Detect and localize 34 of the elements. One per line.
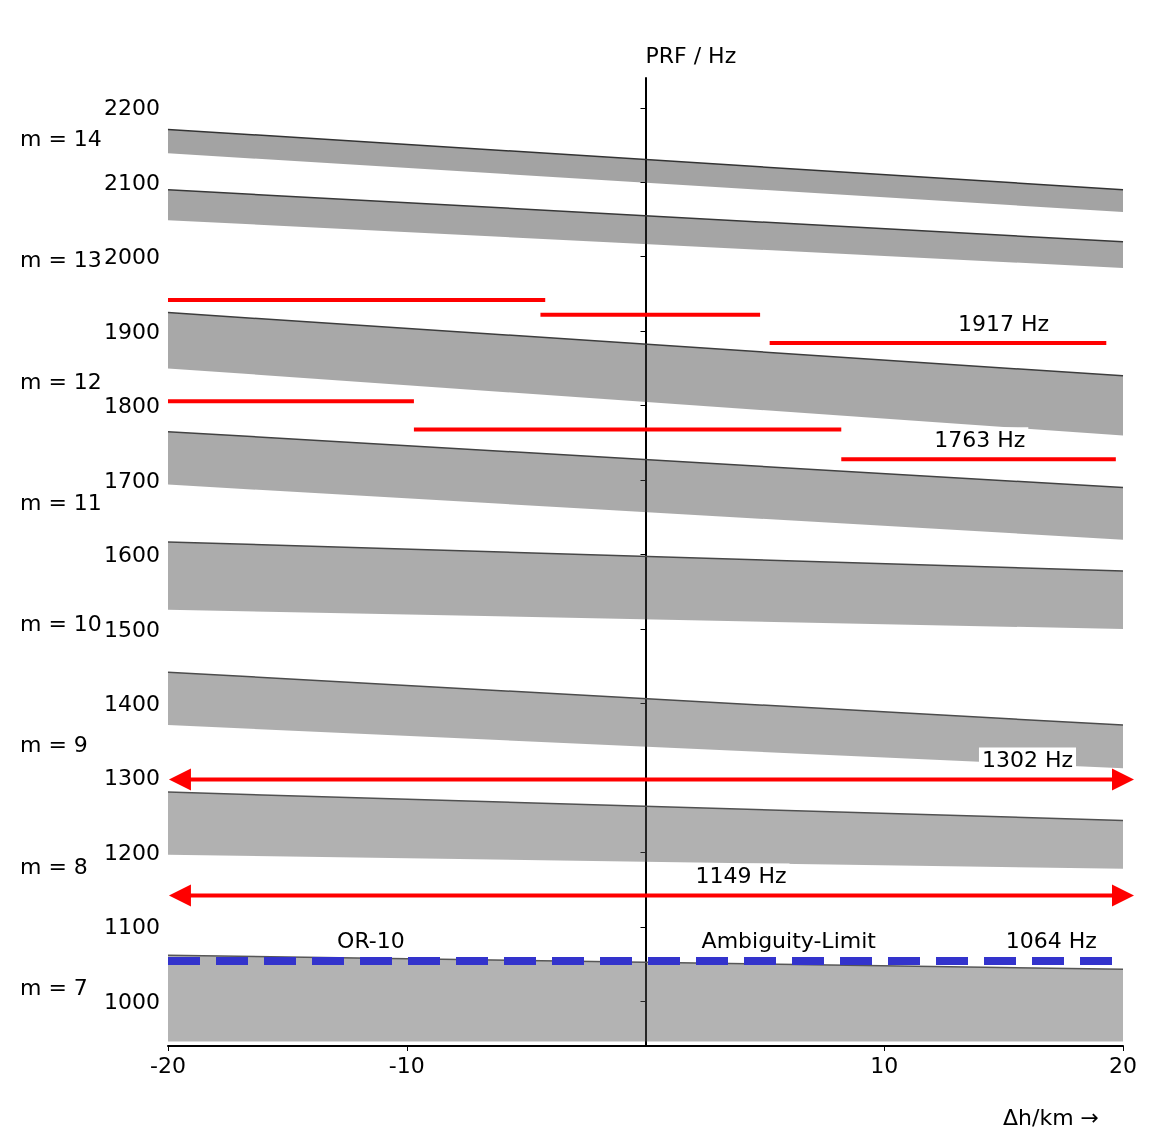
y-tick-label: 1300 bbox=[104, 765, 160, 791]
text: m = 9 bbox=[20, 732, 88, 758]
x-tick-label: -20 bbox=[150, 1052, 186, 1078]
y-tick-label: 2200 bbox=[104, 95, 160, 121]
text: m = 7 bbox=[20, 974, 88, 1000]
annotation: Ambiguity-Limit bbox=[701, 927, 877, 953]
y-axis-title: PRF / Hz bbox=[645, 42, 737, 68]
y-tick-label: 1600 bbox=[104, 542, 160, 568]
annotation: 1064 Hz bbox=[1005, 927, 1097, 953]
annotation: 1149 Hz bbox=[695, 863, 787, 889]
text: m = 8 bbox=[20, 853, 88, 879]
annotation: 1763 Hz bbox=[934, 426, 1026, 452]
y-tick-label: 1900 bbox=[104, 318, 160, 344]
y-tick-label: 1100 bbox=[104, 914, 160, 940]
y-tick-label: 1200 bbox=[104, 839, 160, 865]
y-tick-label: 1000 bbox=[104, 988, 160, 1014]
y-tick-label: 1500 bbox=[104, 616, 160, 642]
x-tick-label: -10 bbox=[388, 1052, 425, 1078]
x-tick-label: 10 bbox=[870, 1052, 899, 1078]
text: m = 11 bbox=[20, 489, 102, 515]
text: m = 13 bbox=[20, 247, 102, 273]
y-tick-label: 1400 bbox=[104, 690, 160, 716]
annotation: 1302 Hz bbox=[981, 746, 1074, 772]
text: m = 14 bbox=[20, 126, 102, 152]
y-tick-label: 2100 bbox=[104, 169, 160, 195]
annotation: OR-10 bbox=[337, 927, 405, 953]
y-tick-label: 2000 bbox=[104, 244, 160, 270]
annotation: 1917 Hz bbox=[958, 310, 1050, 336]
x-axis-title: Δh/km → bbox=[1003, 1104, 1100, 1130]
y-tick-label: 1800 bbox=[104, 393, 160, 419]
x-tick-label: 20 bbox=[1109, 1052, 1137, 1078]
text: m = 12 bbox=[20, 368, 102, 394]
y-tick-label: 1700 bbox=[104, 467, 160, 493]
text: m = 10 bbox=[20, 611, 102, 637]
